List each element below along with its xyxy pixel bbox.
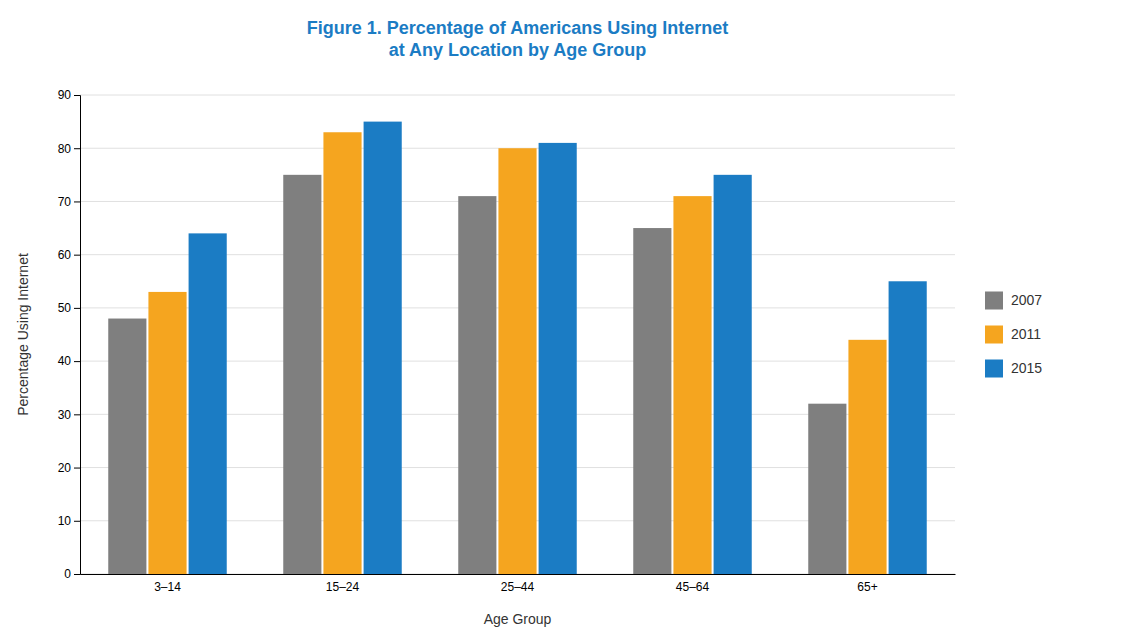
bar-series [189, 122, 927, 574]
tick-label: 25–44 [501, 580, 535, 594]
legend-swatch [985, 360, 1003, 378]
legend: 2007 2011 2015 [985, 292, 1042, 378]
bar [633, 228, 671, 574]
legend-item: 2007 [985, 292, 1042, 310]
tick: 50 [58, 301, 80, 315]
tick-mark [74, 521, 80, 522]
bar [539, 143, 577, 574]
tick: 3–14 [154, 580, 181, 594]
tick-label: 3–14 [154, 580, 181, 594]
tick-label: 90 [58, 88, 72, 102]
axis-line [74, 96, 81, 575]
tick-label: 50 [58, 301, 72, 315]
title: Figure 1. Percentage of Americans Using … [307, 18, 728, 60]
tick-label: 0 [64, 567, 71, 581]
tick-label: 60 [58, 248, 72, 262]
bar [889, 281, 927, 574]
bar [323, 132, 361, 574]
tick-label: 10 [58, 514, 72, 528]
tick-mark [74, 468, 80, 469]
tick: 20 [58, 461, 80, 475]
tick-label: 15–24 [326, 580, 360, 594]
x-axis: 3–14 15–24 25–44 45–64 65+ [81, 575, 956, 594]
title-line: Figure 1. Percentage of Americans Using … [307, 18, 728, 38]
x-axis-title: Age Group [484, 611, 552, 627]
bar [283, 175, 321, 574]
legend-swatch [985, 292, 1003, 310]
chart: 0 10 20 30 40 50 60 70 80 90 3–14 15–24 25–44 45–64 65… [0, 0, 1125, 639]
legend-label: 2011 [1011, 326, 1041, 342]
tick: 25–44 [501, 580, 535, 594]
tick-label: 45–64 [676, 580, 710, 594]
bar-series [108, 175, 846, 574]
tick: 0 [64, 567, 80, 581]
legend-item: 2015 [985, 360, 1042, 378]
tick-label: 20 [58, 461, 72, 475]
legend-label: 2015 [1011, 360, 1042, 376]
tick-label: 65+ [857, 580, 877, 594]
bar [148, 292, 186, 574]
bar [458, 196, 496, 574]
tick-mark [74, 308, 80, 309]
bar-series [148, 132, 886, 574]
bar [673, 196, 711, 574]
bar [364, 122, 402, 574]
y-axis-title: Percentage Using Internet [15, 253, 31, 416]
tick: 70 [58, 195, 80, 209]
tick: 15–24 [326, 580, 360, 594]
bars [108, 122, 926, 574]
axis-line [81, 574, 956, 575]
grid [80, 95, 955, 574]
tick: 65+ [857, 580, 877, 594]
title-line: at Any Location by Age Group [389, 40, 647, 60]
tick: 90 [58, 88, 80, 102]
tick-label: 30 [58, 408, 72, 422]
y-axis: 0 10 20 30 40 50 60 70 80 90 [58, 88, 81, 581]
tick-mark [74, 414, 80, 415]
legend-swatch [985, 326, 1003, 344]
tick-mark [74, 255, 80, 256]
bar [189, 233, 227, 574]
grid-line [80, 95, 955, 96]
tick: 45–64 [676, 580, 710, 594]
bar [848, 340, 886, 574]
tick-label: 80 [58, 142, 72, 156]
legend-item: 2011 [985, 326, 1041, 344]
tick-mark [74, 95, 80, 96]
tick: 80 [58, 142, 80, 156]
tick-label: 40 [58, 354, 72, 368]
tick-label: 70 [58, 195, 72, 209]
plot: 0 10 20 30 40 50 60 70 80 90 3–14 15–24 25–44 45–64 65… [15, 88, 956, 627]
tick: 40 [58, 354, 80, 368]
tick-mark [74, 201, 80, 202]
bar [498, 148, 536, 574]
tick-mark [74, 574, 80, 575]
bar [714, 175, 752, 574]
tick: 10 [58, 514, 80, 528]
bar [108, 319, 146, 574]
legend-label: 2007 [1011, 292, 1042, 308]
tick: 60 [58, 248, 80, 262]
bar [808, 404, 846, 574]
tick-mark [74, 361, 80, 362]
tick-mark [74, 148, 80, 149]
tick: 30 [58, 408, 80, 422]
